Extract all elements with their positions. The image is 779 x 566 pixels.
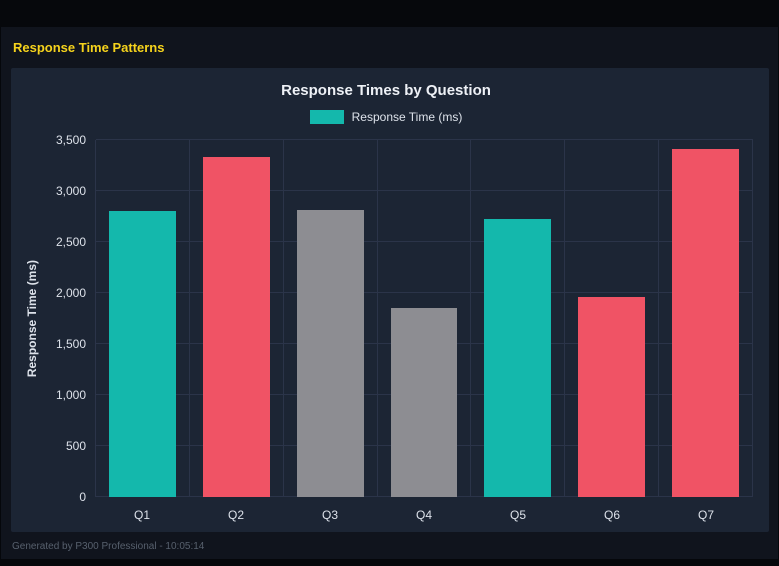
- plot-column: Q1 Q2 Q3 Q4 Q5 Q6 Q7: [95, 139, 754, 522]
- x-tick-label-q5: Q5: [509, 508, 526, 522]
- chart-legend[interactable]: Response Time (ms): [19, 110, 753, 124]
- page-title: Response Time Patterns: [13, 40, 165, 55]
- chart-title: Response Times by Question: [281, 82, 491, 99]
- bar-q3[interactable]: [296, 210, 364, 497]
- bar-q1[interactable]: [109, 211, 176, 497]
- category-cell-q1: [96, 140, 190, 497]
- y-tick-label: 3,000: [55, 184, 86, 198]
- y-tick-label: 2,500: [55, 235, 86, 249]
- category-cell-q5: [471, 140, 566, 497]
- y-tick-label: 1,500: [55, 337, 86, 351]
- category-cell-q6: [565, 140, 660, 497]
- gridline: [96, 292, 753, 293]
- category-cell-q7: [659, 140, 754, 497]
- chart-panel: Response Times by Question Response Time…: [11, 68, 769, 532]
- x-tick-label-q4: Q4: [415, 508, 432, 522]
- x-tick-label-q6: Q6: [603, 508, 620, 522]
- window-top-strip: [0, 0, 779, 27]
- y-tick-label: 0: [79, 490, 86, 504]
- gridline: [96, 139, 753, 140]
- legend-swatch: [309, 110, 344, 124]
- legend-label: Response Time (ms): [351, 110, 463, 124]
- y-tick-label: 1,000: [55, 388, 86, 403]
- y-tick-label: 2,000: [55, 286, 86, 301]
- category-cell-q3: [284, 140, 378, 497]
- category-cell-q2: [190, 140, 284, 497]
- bar-q7[interactable]: [672, 149, 739, 497]
- y-tick-label: 3,500: [55, 133, 86, 147]
- bar-q5[interactable]: [484, 218, 552, 497]
- gridline: [96, 241, 753, 242]
- y-axis-ticks: 0 500 1,000 1,500 2,000 2,500 3,000 3,500: [45, 133, 95, 504]
- x-tick-label-q7: Q7: [697, 508, 714, 522]
- footer-text: Generated by P300 Professional - 10:05:1…: [12, 541, 205, 552]
- category-cell-q4: [378, 140, 472, 497]
- report-page: Response Time Patterns Response Times by…: [1, 27, 778, 559]
- bar-q6[interactable]: [578, 297, 646, 497]
- x-tick-label-q2: Q2: [227, 508, 244, 522]
- y-axis-title-wrap: Response Time (ms): [19, 140, 45, 497]
- x-tick-label-q1: Q1: [133, 508, 150, 522]
- gridline: [96, 190, 753, 191]
- bar-q2[interactable]: [202, 157, 270, 497]
- plot-area: [95, 139, 754, 497]
- plot-cells: [96, 140, 754, 497]
- x-axis-labels: Q1 Q2 Q3 Q4 Q5 Q6 Q7: [95, 508, 753, 522]
- bar-q4[interactable]: [390, 308, 458, 497]
- x-tick-label-q3: Q3: [321, 508, 338, 522]
- chart-body: Response Time (ms) 0 500 1,000 1,500 2,000 2,…: [19, 133, 754, 522]
- y-tick-label: 500: [65, 439, 86, 454]
- y-axis-title: Response Time (ms): [25, 259, 39, 378]
